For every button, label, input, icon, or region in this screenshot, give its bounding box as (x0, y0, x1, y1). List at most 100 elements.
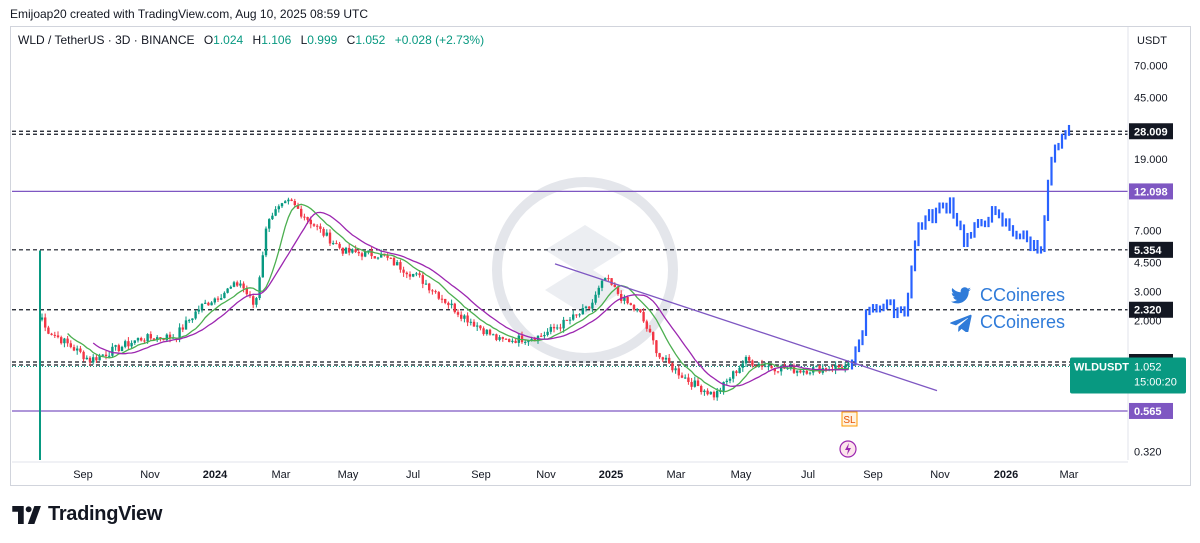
candle-body (709, 391, 712, 395)
candle-body (700, 386, 703, 393)
ma-fast-line (67, 203, 849, 393)
candle-body (453, 303, 456, 313)
candles-layer (39, 197, 850, 460)
x-tick-label: Nov (930, 469, 950, 481)
candle-body (114, 345, 117, 347)
candle-body (668, 357, 671, 364)
candle-body (274, 209, 277, 216)
candle-body (680, 375, 684, 378)
candle-body (815, 365, 818, 368)
candle-body (488, 329, 492, 335)
candle-body (159, 337, 162, 339)
candle-body (344, 247, 348, 254)
candle-body (229, 286, 232, 289)
candle-body (188, 320, 191, 322)
candle-body (380, 253, 383, 258)
candle-body (600, 280, 604, 288)
candle-body (271, 215, 274, 220)
candle-body (764, 366, 767, 368)
candle-body (136, 338, 140, 341)
price-tag-text: 28.009 (1134, 126, 1168, 138)
candle-body (844, 365, 847, 370)
open-label: O (203, 33, 214, 47)
candle-body (629, 303, 632, 305)
candle-body (684, 377, 687, 379)
candle-body (386, 255, 389, 258)
candle-body (527, 340, 530, 342)
candle-body (210, 302, 213, 306)
y-tick-label: 45.000 (1134, 92, 1168, 104)
x-tick-label: Sep (73, 469, 93, 481)
candle-body (143, 340, 146, 342)
flash-icon-bolt (845, 443, 851, 455)
watermark-logo (492, 177, 678, 363)
candle-body (245, 288, 248, 295)
candle-body (44, 317, 47, 328)
candle-body (370, 250, 373, 257)
candle-body (472, 321, 476, 327)
change-value: +0.028 (+2.73%) (394, 33, 485, 47)
candle-body (626, 296, 629, 304)
candle-body (796, 370, 799, 373)
candle-body (444, 298, 447, 303)
candle-body (492, 334, 495, 336)
chart-frame (10, 26, 1191, 486)
candle-body (325, 232, 328, 236)
candle-body (636, 309, 639, 311)
telegram-plane-icon (950, 314, 972, 332)
price-chart[interactable]: SL USDT 70.000 45.000 19.000 7.000 4.500 3.000… (0, 0, 1200, 500)
candle-body (770, 366, 773, 369)
candle-body (88, 357, 92, 363)
candle-body (584, 306, 588, 309)
y-tick-label: 3.000 (1134, 286, 1162, 298)
candle-body (200, 303, 204, 310)
candle-body (456, 312, 460, 315)
candle-body (354, 249, 357, 253)
candle-body (498, 337, 501, 340)
candle-body (712, 391, 716, 398)
x-tick-label: Jul (406, 469, 420, 481)
candle-body (805, 370, 808, 374)
candle-body (524, 341, 527, 343)
candle-body (296, 205, 300, 209)
candle-body (588, 306, 591, 309)
candle-body (277, 206, 280, 210)
candle-body (168, 334, 172, 338)
candle-body (572, 314, 575, 320)
candle-body (716, 390, 719, 398)
price-tag-5.354 (1129, 241, 1173, 258)
candle-body (322, 228, 325, 236)
y-tick-label: 4.500 (1134, 257, 1162, 269)
candle-body (687, 377, 690, 382)
candle-body (184, 320, 188, 330)
candle-body (149, 334, 152, 339)
candle-body (220, 298, 223, 300)
candle-body (744, 356, 748, 364)
candle-body (639, 309, 642, 313)
candle-body (719, 390, 722, 392)
x-tick-label: Nov (140, 469, 160, 481)
candle-body (335, 243, 338, 245)
x-tick-label: Jul (801, 469, 815, 481)
candle-body (79, 348, 82, 352)
candle-body (290, 199, 293, 202)
candle-body (530, 339, 533, 341)
candle-body (82, 351, 85, 360)
chart-credit: Emijoap20 created with TradingView.com, … (10, 7, 368, 21)
candle-body (658, 353, 661, 358)
candle-body (674, 368, 677, 371)
low-value: 0.999 (307, 33, 338, 47)
candle-body (133, 340, 136, 343)
candle-body (722, 381, 725, 391)
candle-body (300, 208, 303, 217)
price-tag-12.098 (1129, 183, 1173, 200)
candle-body (792, 365, 796, 373)
candle-body (421, 275, 424, 284)
candle-body (501, 337, 504, 339)
candle-body (56, 335, 60, 338)
candle-body (69, 343, 72, 348)
candle-body (514, 340, 517, 343)
price-tag-text: 12.098 (1134, 186, 1168, 198)
candle-body (799, 370, 802, 373)
candle-body (76, 348, 79, 351)
